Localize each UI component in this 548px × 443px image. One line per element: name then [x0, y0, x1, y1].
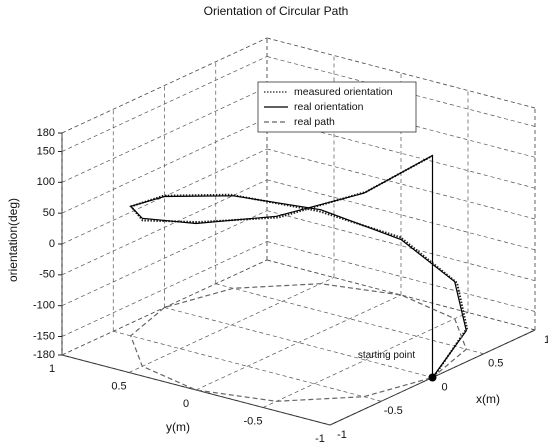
series-line: [129, 155, 469, 375]
grid-line: [61, 87, 268, 183]
chart-title: Orientation of Circular Path: [204, 4, 349, 18]
y-tick-label: 0.5: [111, 380, 126, 392]
z-tick-label: -150: [33, 330, 55, 342]
series-line: [129, 283, 468, 402]
grid-line: [61, 241, 268, 337]
z-tick-label: -50: [39, 269, 55, 281]
annotation: starting point: [358, 350, 415, 361]
x-tick-label: 1: [544, 334, 548, 346]
z-tick-label: 50: [43, 207, 55, 219]
legend-label: real path: [294, 116, 335, 128]
z-axis-label: orientation(deg): [6, 198, 20, 282]
grid-line: [128, 277, 335, 373]
grid-line: [262, 312, 469, 408]
x-tick-label: 0.5: [488, 358, 503, 370]
z-tick-label: 100: [37, 176, 55, 188]
y-tick-label: 1: [49, 363, 55, 375]
x-axis-label: x(m): [476, 392, 500, 406]
y-tick-label: -0.5: [244, 415, 263, 427]
z-tick-label: -180: [33, 349, 55, 361]
series-line: [129, 154, 467, 378]
grid-line: [195, 294, 402, 391]
grid-line: [61, 37, 268, 134]
z-tick-label: -100: [33, 300, 55, 312]
x-tick-label: -1: [337, 429, 347, 441]
x-tick-label: 0: [441, 381, 447, 393]
y-tick-label: -1: [315, 433, 325, 443]
start-marker: [428, 373, 437, 382]
y-tick-label: 0: [183, 398, 189, 410]
z-tick-label: 0: [49, 238, 55, 250]
y-axis-label: y(m): [166, 420, 190, 434]
grid-line: [61, 259, 268, 356]
legend-label: real orientation: [294, 101, 364, 113]
legend-label: measured orientation: [294, 86, 393, 98]
z-tick-label: 180: [37, 127, 55, 139]
x-tick-label: -0.5: [384, 405, 403, 417]
z-tick-label: 150: [37, 145, 55, 157]
